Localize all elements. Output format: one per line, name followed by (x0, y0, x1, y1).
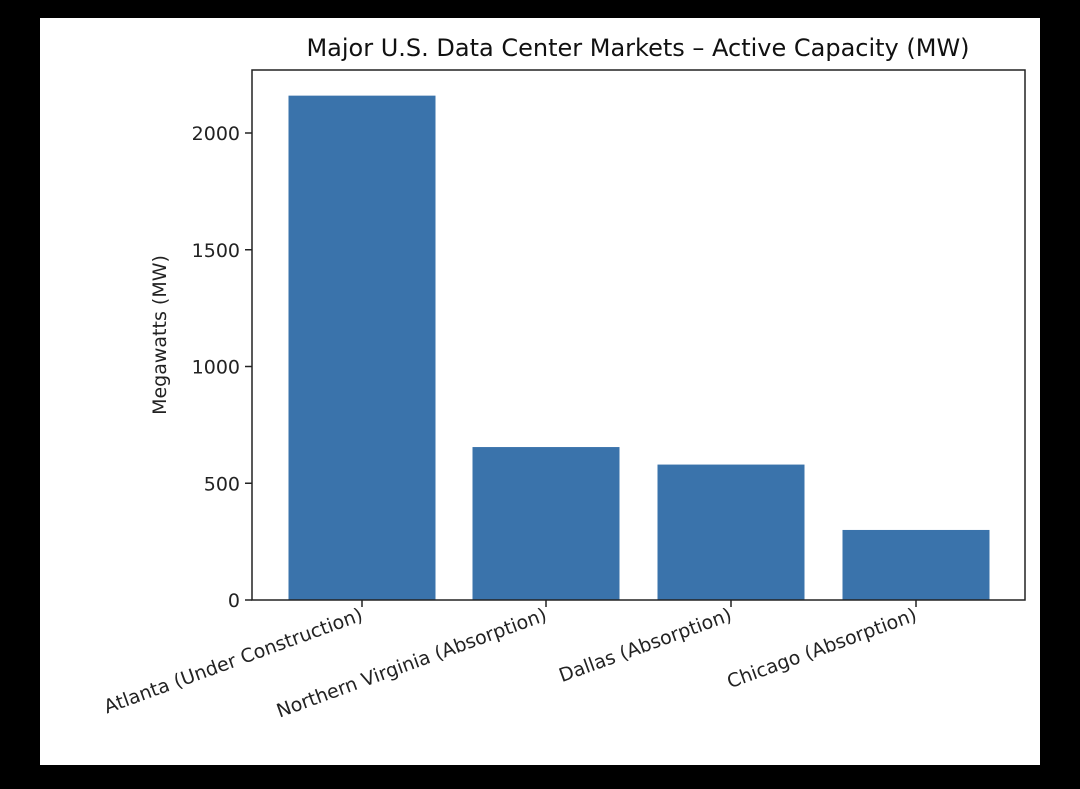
bar-2 (657, 464, 805, 600)
y-tick-label: 1500 (192, 240, 240, 262)
x-tick-label: Chicago (Absorption) (724, 604, 920, 693)
x-tick-label: Dallas (Absorption) (556, 604, 735, 687)
bar-1 (472, 447, 620, 600)
chart-figure: Major U.S. Data Center Markets – Active … (40, 18, 1040, 765)
y-tick-label: 500 (204, 473, 240, 495)
chart-title: Major U.S. Data Center Markets – Active … (306, 34, 969, 62)
y-axis: 0 500 1000 1500 2000 (192, 123, 252, 612)
bar-3 (842, 529, 990, 600)
bar-0 (288, 95, 436, 600)
bars-group (288, 95, 990, 600)
bar-chart: Major U.S. Data Center Markets – Active … (101, 34, 1026, 722)
y-tick-label: 0 (228, 590, 240, 612)
y-tick-label: 2000 (192, 123, 240, 145)
y-axis-label: Megawatts (MW) (149, 255, 171, 415)
y-tick-label: 1000 (192, 357, 240, 379)
axes-frame (251, 69, 1026, 601)
x-axis: Atlanta (Under Construction)Northern Vir… (101, 600, 920, 722)
